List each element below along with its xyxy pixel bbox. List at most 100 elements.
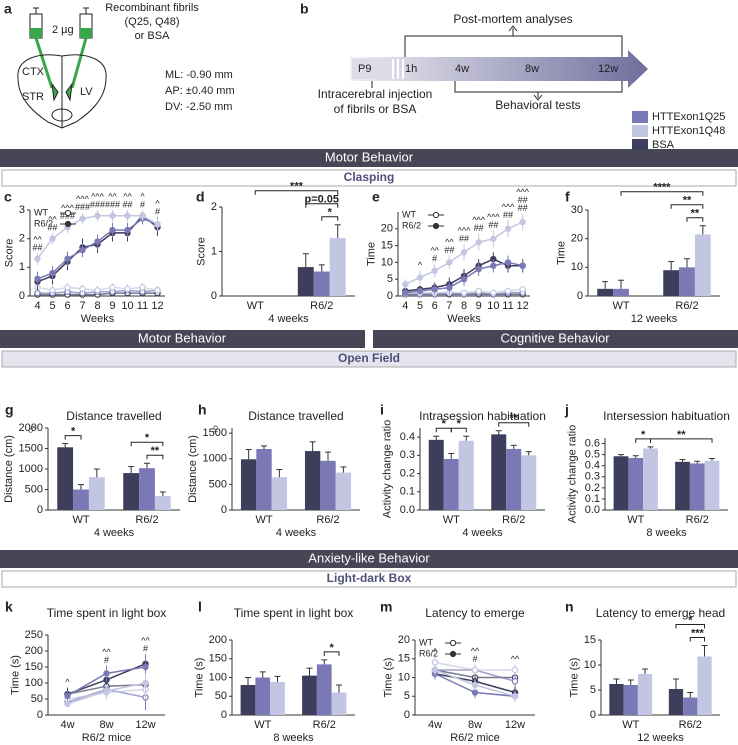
bar	[663, 270, 680, 296]
y-tick-label: 0.1	[585, 493, 600, 505]
data-point	[519, 286, 526, 293]
x-tick-label: 4w	[60, 719, 74, 731]
y-tick-label: 0.4	[585, 460, 600, 472]
data-point	[154, 221, 161, 228]
x-tick-label: R6/2	[135, 514, 158, 526]
legend-swatch	[632, 125, 648, 137]
panel-letter: c	[4, 189, 12, 205]
x-axis-label: 8 weeks	[273, 732, 314, 744]
x-axis-label: 4 weeks	[268, 313, 309, 325]
subsection-box	[1, 570, 737, 588]
x-axis-label: 12 weeks	[631, 313, 678, 325]
data-point	[103, 670, 110, 677]
bar	[73, 489, 89, 510]
significance-mark: ^^^	[487, 212, 500, 222]
significance-label: ***	[290, 181, 304, 193]
x-tick-label: R6/2	[310, 300, 333, 312]
x-tick-label: 8w	[99, 719, 113, 731]
y-tick-label: 1	[211, 245, 217, 257]
section-title: Motor Behavior	[325, 149, 414, 164]
x-tick-label: 6	[432, 300, 438, 312]
y-tick-label: 20	[381, 223, 393, 235]
bar	[123, 473, 140, 510]
significance-bracket	[305, 203, 339, 208]
y-axis-label: Time (s)	[383, 658, 395, 698]
significance-label: *	[71, 425, 76, 437]
chart-title: Intrasession habituation	[419, 409, 546, 423]
data-point	[431, 267, 438, 274]
x-tick-label: WT	[443, 514, 460, 526]
y-tick-label: 3	[19, 204, 25, 216]
significance-mark: ##	[518, 195, 528, 205]
y-tick-label: 0.6	[585, 437, 600, 449]
significance-mark: ##	[474, 223, 484, 233]
y-tick-label: 5	[590, 684, 596, 696]
significance-bracket	[450, 427, 467, 433]
y-tick-label: 500	[209, 478, 227, 490]
significance-label: ***	[691, 627, 705, 639]
y-tick-label: 0	[37, 504, 43, 516]
data-point	[402, 289, 409, 296]
data-point	[519, 218, 526, 226]
timeline	[350, 25, 648, 101]
data-point	[519, 262, 526, 269]
data-point	[94, 287, 101, 294]
significance-bracket	[321, 216, 339, 221]
data-point	[460, 276, 468, 283]
y-axis-label: Time	[366, 242, 378, 266]
y-axis-label: Score	[4, 239, 16, 268]
x-tick-label: 12	[151, 300, 163, 312]
significance-mark: ^^	[48, 214, 57, 224]
y-axis-label: Time (s)	[9, 655, 21, 695]
section-title: Anxiety-like Behavior	[308, 550, 430, 565]
bar	[256, 449, 272, 510]
x-axis-label: 8 weeks	[646, 527, 687, 539]
y-tick-label: 0	[211, 290, 217, 302]
x-tick-label: 6	[64, 300, 70, 312]
x-tick-label: R6/2	[686, 514, 709, 526]
data-point	[490, 235, 497, 243]
significance-label: **	[677, 429, 686, 441]
significance-mark: ###	[105, 199, 120, 209]
y-tick-label: 2	[19, 233, 25, 245]
data-point	[446, 259, 453, 266]
bar	[139, 468, 155, 510]
injection-note: of fibrils or BSA	[334, 102, 417, 116]
y-axis-label: Activity change ratio	[381, 420, 393, 518]
subsection-title: Light-dark Box	[327, 571, 412, 585]
bar	[675, 461, 690, 510]
y-axis-label: Distance (cm)	[187, 435, 199, 503]
data-point	[460, 249, 468, 256]
significance-label: *	[641, 429, 646, 441]
significance-mark: ^	[418, 260, 423, 270]
x-axis-label: 4 weeks	[462, 527, 503, 539]
sex-symbol: ♀	[210, 421, 221, 438]
x-tick-label: WT	[247, 300, 264, 312]
bar	[255, 677, 271, 715]
data-point	[402, 281, 409, 288]
x-axis-label: R6/2 mice	[450, 732, 500, 744]
significance-mark: ^^^	[76, 194, 89, 204]
data-point	[49, 287, 56, 294]
panel-letter: b	[300, 1, 309, 17]
bar	[613, 288, 629, 296]
significance-mark: ^^^	[502, 202, 515, 212]
significance-mark: ^^	[102, 647, 111, 657]
significance-mark: ^	[140, 191, 145, 201]
significance-mark: ^^^	[458, 225, 471, 235]
bar	[320, 460, 336, 510]
bar	[679, 267, 695, 296]
significance-bracket	[686, 217, 704, 222]
significance-mark: ##	[47, 222, 57, 232]
x-axis-label: 4 weeks	[94, 527, 135, 539]
timeline-label: 4w	[455, 63, 469, 75]
x-tick-label: 8	[461, 300, 467, 312]
data-point	[124, 212, 131, 219]
legend-label: WT	[34, 207, 48, 217]
significance-label: *	[457, 418, 462, 430]
data-point	[431, 666, 439, 674]
x-tick-label: 4w	[428, 719, 442, 731]
significance-bracket	[323, 651, 340, 656]
bar	[694, 234, 711, 296]
significance-mark: ^^	[141, 636, 150, 646]
